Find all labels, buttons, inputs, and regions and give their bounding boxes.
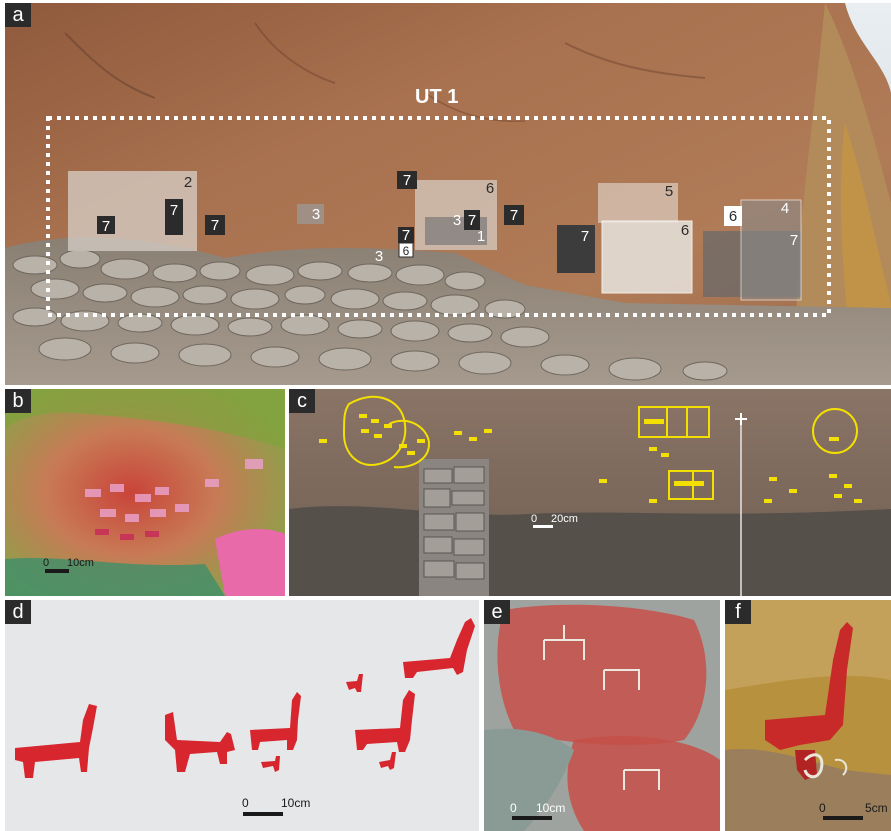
area-label: 3: [453, 212, 461, 229]
area-label: 3: [312, 206, 320, 223]
panel-e-photo: 0 10cm: [484, 600, 720, 831]
panel-label: d: [5, 600, 31, 624]
area-label: 6: [729, 208, 737, 225]
panel-label: c: [289, 389, 315, 413]
area-label: 7: [211, 217, 219, 234]
panel-c-photo: 0 20cm: [289, 389, 891, 596]
panel-c: 0 20cm c: [289, 389, 891, 596]
scale-label: 20cm: [551, 513, 578, 525]
scale-bar: [533, 525, 553, 528]
panel-label: f: [725, 600, 751, 624]
area-label: 7: [403, 172, 411, 189]
panel-a-photo: UT 1 2 7 7 7 3 7 6 3 7 1 7 3 6 7 7 5: [5, 3, 891, 385]
area-label: 3: [375, 248, 383, 265]
panel-label: e: [484, 600, 510, 624]
camelid-figure: [15, 704, 97, 778]
camelid-figure: [165, 712, 235, 772]
area-label: 7: [510, 207, 518, 224]
scale-label: 10cm: [281, 796, 310, 810]
area-label: 6: [403, 244, 410, 258]
ut1-title: UT 1: [415, 86, 458, 108]
panel-label: b: [5, 389, 31, 413]
camelid-figure: [403, 618, 475, 678]
area-label: 6: [681, 222, 689, 239]
scale-label: 5cm: [865, 801, 888, 815]
panel-f: 0 5cm f: [725, 600, 891, 831]
area-label: 1: [477, 228, 485, 245]
scale-label: 10cm: [67, 557, 94, 569]
scale-zero: 0: [819, 801, 826, 815]
camelid-figure: [346, 674, 363, 692]
area-label: 7: [581, 228, 589, 245]
scale-bar: [512, 816, 552, 820]
scale-zero: 0: [531, 513, 537, 525]
area-label: 7: [468, 212, 476, 229]
scale-zero: 0: [510, 801, 517, 815]
scale-zero: 0: [43, 557, 49, 569]
camelid-figure: [250, 692, 301, 750]
area-label: 5: [665, 183, 673, 200]
panel-label: a: [5, 3, 31, 27]
area-label: 7: [790, 232, 798, 249]
area-label: 2: [184, 174, 192, 191]
scale-zero: 0: [242, 796, 249, 810]
area-label: 6: [486, 180, 494, 197]
scale-bar: [45, 569, 69, 573]
scale-bar: [823, 816, 863, 820]
scale-label: 10cm: [536, 801, 565, 815]
scale-bar: [243, 812, 283, 816]
panel-f-photo: 0 5cm: [725, 600, 891, 831]
area-label: 7: [102, 218, 110, 235]
panel-e: 0 10cm e: [484, 600, 720, 831]
camelid-figure: [261, 756, 280, 772]
camelid-painting: [765, 622, 853, 750]
panel-d: 0 10cm d: [5, 600, 479, 831]
camelid-figure: [355, 690, 415, 752]
area-label: 7: [170, 202, 178, 219]
area-label: 7: [402, 227, 410, 244]
area-label: 4: [781, 200, 789, 217]
panel-b-dstretch: 0 10cm: [5, 389, 285, 596]
panel-a: UT 1 2 7 7 7 3 7 6 3 7 1 7 3 6 7 7 5: [5, 3, 891, 385]
camelid-figure: [379, 752, 396, 770]
panel-d-tracing: 0 10cm: [5, 600, 479, 831]
panel-b: 0 10cm b: [5, 389, 285, 596]
